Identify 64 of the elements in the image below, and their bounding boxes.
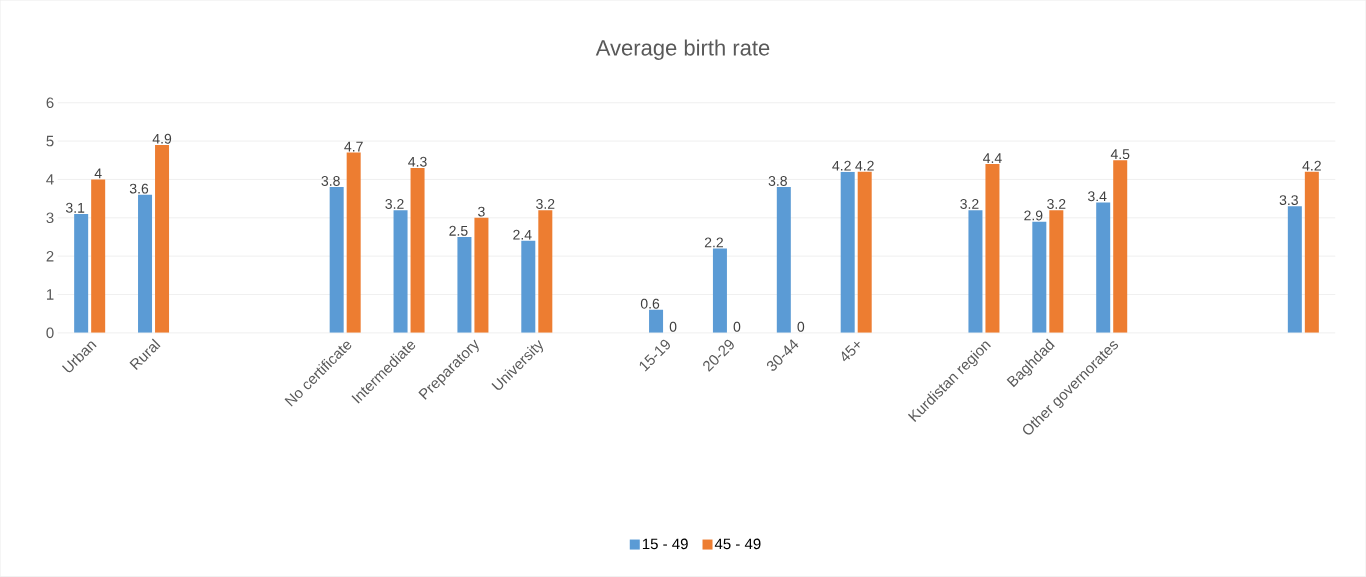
legend-label: 15 - 49 [642, 538, 688, 550]
bar [712, 248, 727, 334]
data-label: 4.7 [344, 141, 363, 152]
bar [138, 194, 153, 334]
data-label: 3.4 [1088, 191, 1107, 202]
bar [521, 240, 536, 334]
data-label: 4.9 [152, 133, 172, 144]
data-label: 3.8 [768, 176, 787, 187]
chart-title: Average birth rate [595, 39, 770, 61]
bar [857, 171, 872, 334]
y-tick-label: 2 [46, 251, 54, 262]
legend-label: 45 - 49 [714, 538, 761, 550]
data-label: 2.4 [513, 229, 532, 240]
bar [457, 237, 472, 334]
data-label: 3.3 [1279, 195, 1298, 206]
bar [968, 210, 983, 334]
y-tick-label: 3 [46, 212, 54, 224]
bar [1113, 160, 1128, 334]
bar [538, 210, 553, 334]
y-tick-label: 5 [46, 136, 54, 147]
y-tick-label: 0 [46, 327, 54, 339]
data-label: 4.4 [983, 153, 1002, 164]
bar [1287, 206, 1302, 334]
data-label: 3.1 [65, 203, 85, 213]
data-label: 0.6 [640, 298, 660, 309]
bar [393, 210, 408, 334]
bar [329, 187, 344, 334]
x-tick-label: 45+ [841, 341, 860, 362]
bar [776, 187, 791, 334]
y-tick-label: 4 [46, 174, 54, 185]
bar [1049, 210, 1064, 334]
bar [474, 217, 489, 334]
bar [649, 310, 664, 334]
data-label: 4.5 [1110, 149, 1130, 160]
bar [1096, 202, 1111, 334]
bar [840, 171, 855, 334]
data-label: 4.2 [1302, 160, 1321, 171]
bar [346, 152, 361, 334]
data-label: 4.2 [855, 160, 874, 171]
data-label: 3.8 [321, 176, 340, 187]
data-label: 3 [478, 206, 485, 217]
data-label: 2.5 [449, 226, 468, 236]
bar [410, 168, 425, 334]
data-label: 0 [797, 321, 805, 332]
data-label: 2.2 [704, 237, 723, 248]
bar [74, 214, 89, 334]
bar [1304, 171, 1319, 334]
data-label: 3.2 [385, 199, 404, 210]
bar [985, 164, 1000, 334]
data-label: 4.2 [832, 160, 851, 171]
data-label: 4 [94, 168, 102, 179]
bar [155, 145, 170, 334]
data-label: 3.2 [536, 199, 555, 210]
data-label: 3.2 [1047, 199, 1066, 210]
y-tick-label: 1 [46, 289, 54, 300]
y-tick-label: 6 [46, 97, 54, 109]
data-label: 0 [669, 321, 677, 332]
data-label: 3.6 [129, 183, 149, 194]
bar [1032, 221, 1047, 334]
data-label: 0 [733, 321, 741, 332]
data-label: 2.9 [1024, 210, 1043, 221]
data-label: 4.3 [408, 156, 427, 167]
data-label: 3.2 [960, 199, 979, 210]
bar [91, 179, 106, 334]
